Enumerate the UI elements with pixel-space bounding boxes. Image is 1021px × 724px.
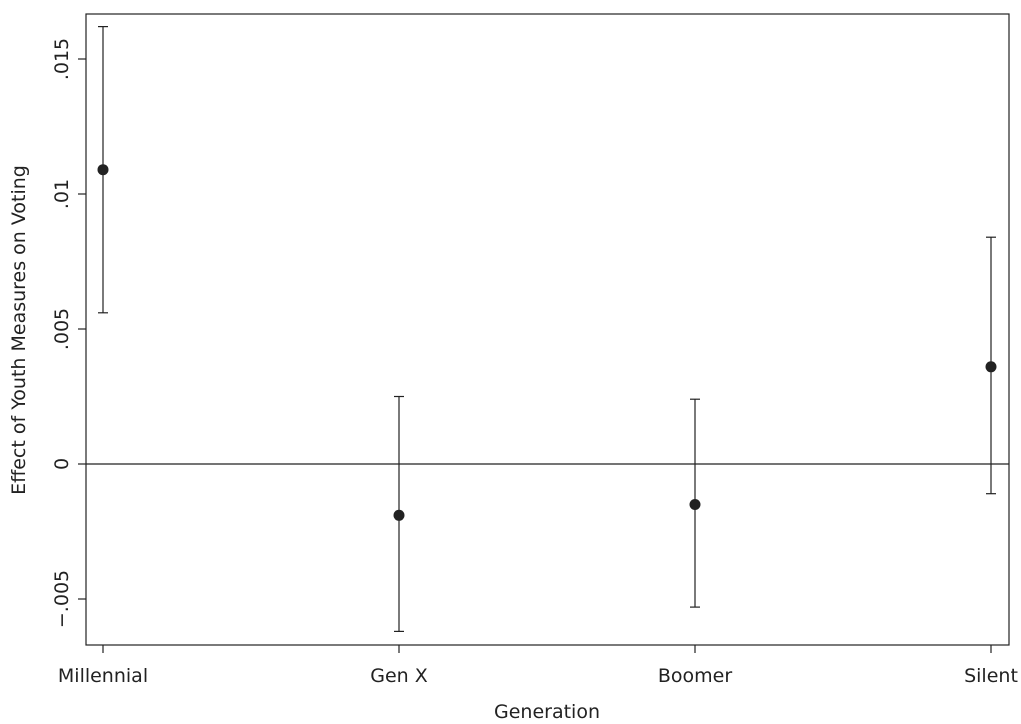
point-estimate	[689, 499, 701, 510]
point-estimate	[393, 509, 405, 521]
point-estimate	[985, 361, 997, 373]
point-estimate	[97, 164, 109, 176]
y-axis-title: Effect of Youth Measures on Voting	[8, 165, 30, 495]
x-tick-label: Boomer	[658, 665, 732, 687]
y-tick-label: −.005	[51, 570, 73, 628]
x-tick-label: Millennial	[58, 665, 148, 687]
x-tick-label: Silent	[964, 665, 1018, 687]
y-tick-label: .01	[51, 179, 73, 209]
points-with-ci	[97, 26, 997, 633]
x-axis-ticks: Millennial Gen X Boomer Silent	[58, 645, 1018, 687]
y-axis-ticks: −.005 0 .005 .01 .015	[51, 38, 86, 628]
y-tick-label: .015	[51, 38, 73, 80]
y-tick-label: .005	[51, 308, 73, 350]
x-tick-label: Gen X	[370, 665, 428, 687]
plot-frame	[85, 13, 1010, 646]
y-tick-label: 0	[51, 458, 73, 470]
x-axis-title: Generation	[494, 701, 600, 723]
